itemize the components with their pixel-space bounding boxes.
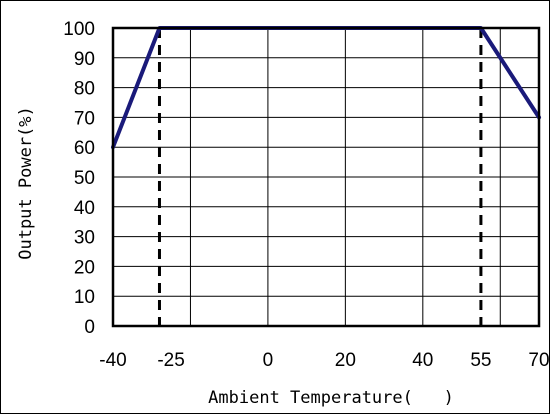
x-tick-label: -25 bbox=[157, 350, 184, 371]
y-tick-label: 20 bbox=[74, 257, 95, 278]
y-tick-labels: 0 10 20 30 40 50 60 70 80 90 100 bbox=[63, 19, 95, 338]
y-tick-label: 0 bbox=[84, 317, 95, 338]
x-tick-label: 70 bbox=[528, 350, 549, 371]
y-tick-label: 40 bbox=[74, 198, 95, 219]
y-tick-label: 80 bbox=[74, 79, 95, 100]
x-tick-label: 20 bbox=[335, 350, 356, 371]
x-tick-label: 55 bbox=[470, 350, 491, 371]
grid-layer bbox=[113, 28, 539, 326]
x-tick-labels: -40 -25 0 20 40 55 70 bbox=[99, 350, 549, 371]
x-tick-label: -40 bbox=[99, 350, 126, 371]
y-tick-label: 100 bbox=[63, 19, 95, 40]
x-tick-label: 40 bbox=[412, 350, 433, 371]
plot-area-border bbox=[111, 26, 541, 328]
y-tick-label: 90 bbox=[74, 49, 95, 70]
y-tick-label: 70 bbox=[74, 108, 95, 129]
y-tick-label: 30 bbox=[74, 228, 95, 249]
y-axis-label: Output Power(%) bbox=[16, 106, 36, 260]
y-tick-label: 50 bbox=[74, 168, 95, 189]
y-tick-label: 60 bbox=[74, 138, 95, 159]
x-tick-label: 0 bbox=[263, 350, 274, 371]
y-tick-label: 10 bbox=[74, 287, 95, 308]
x-axis-label: Ambient Temperature( ) bbox=[208, 388, 454, 408]
